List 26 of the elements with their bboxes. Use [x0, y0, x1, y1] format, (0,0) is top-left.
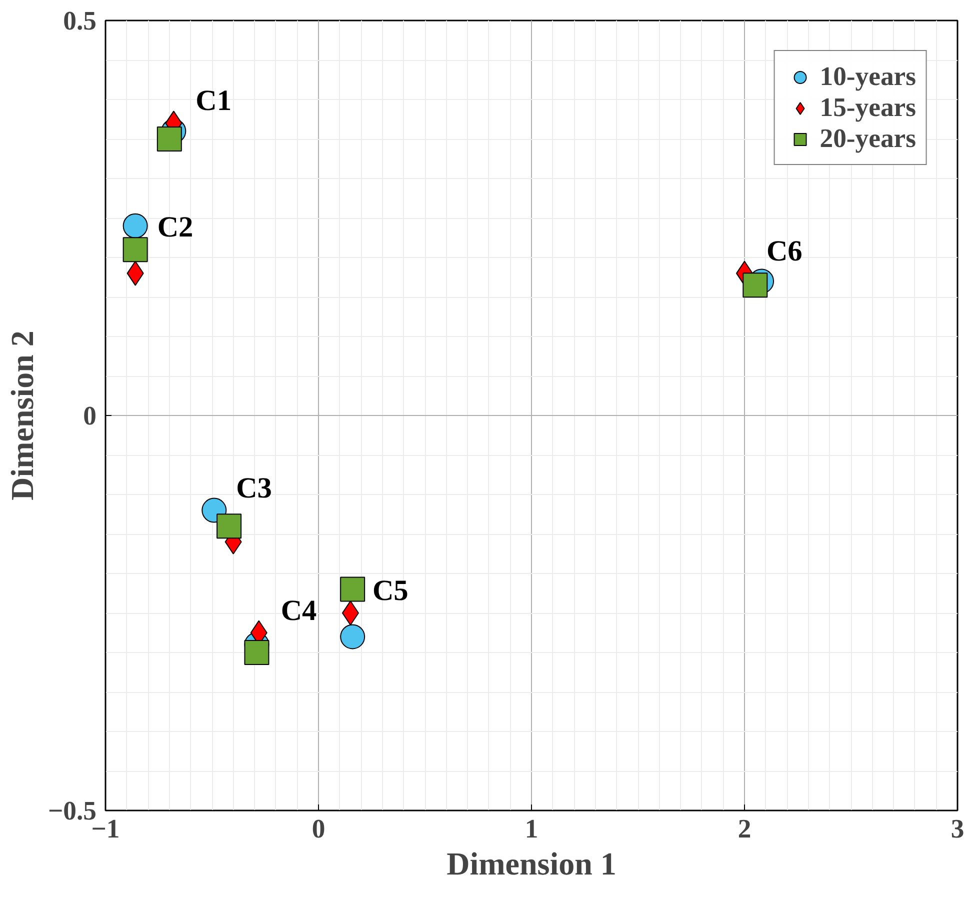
annotation: C2 [157, 212, 194, 244]
x-tick-label: 2 [738, 814, 752, 844]
y-tick-label: 0 [83, 400, 96, 430]
point [122, 237, 148, 262]
x-tick-label: 1 [524, 814, 538, 844]
x-tick-label: 3 [950, 814, 964, 844]
x-axis-title: Dimension 1 [446, 846, 616, 882]
point [216, 514, 242, 539]
legend-label: 15-years [820, 92, 916, 123]
point [340, 576, 366, 602]
point [244, 640, 270, 665]
legend-label: 10-years [820, 61, 916, 92]
point [340, 624, 366, 650]
point [122, 213, 148, 238]
annotation: C3 [236, 472, 272, 504]
annotation: C4 [280, 594, 318, 627]
legend-label: 20-years [820, 123, 916, 154]
annotation: C6 [766, 235, 802, 268]
point [342, 600, 359, 626]
y-tick-label: 0.5 [63, 6, 97, 36]
y-axis-title: Dimension 2 [4, 330, 40, 500]
annotation: C1 [196, 85, 232, 118]
point [156, 126, 182, 152]
x-tick-label: 0 [312, 814, 326, 844]
annotation: C5 [372, 575, 408, 607]
point [742, 272, 768, 298]
